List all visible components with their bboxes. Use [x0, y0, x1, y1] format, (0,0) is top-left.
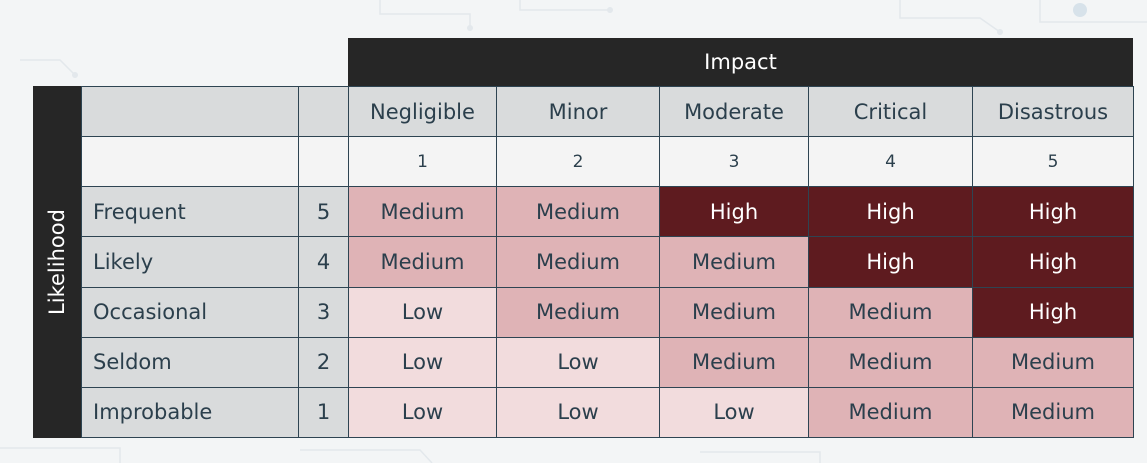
likelihood-score: 3 [298, 286, 349, 338]
impact-label-critical: Critical [808, 85, 973, 138]
likelihood-score: 4 [298, 236, 349, 288]
impact-label-row: Negligible Minor Moderate Critical Disas… [81, 85, 1134, 138]
risk-matrix-table: Negligible Minor Moderate Critical Disas… [81, 85, 1134, 439]
likelihood-row: Improbable 1 Low Low Low Medium Medium [81, 386, 1134, 439]
risk-cell: Low [496, 336, 660, 388]
risk-cell: High [972, 286, 1134, 338]
likelihood-score: 2 [298, 336, 349, 388]
risk-cell: High [972, 186, 1134, 238]
risk-cell: High [808, 236, 973, 288]
risk-cell: Medium [348, 236, 497, 288]
risk-cell: Low [348, 336, 497, 388]
likelihood-score: 5 [298, 186, 349, 238]
risk-cell: Medium [808, 386, 973, 439]
likelihood-header: Likelihood [33, 86, 81, 438]
risk-cell: Low [348, 286, 497, 338]
impact-label-disastrous: Disastrous [972, 85, 1134, 138]
likelihood-label: Seldom [81, 336, 299, 388]
impact-score-critical: 4 [808, 136, 973, 188]
risk-cell: High [808, 186, 973, 238]
risk-cell: Low [659, 386, 809, 439]
score-corner-score-cell [298, 136, 349, 188]
likelihood-label: Frequent [81, 186, 299, 238]
impact-score-row: 1 2 3 4 5 [81, 136, 1134, 188]
impact-header-label: Impact [704, 50, 777, 74]
risk-cell: Low [496, 386, 660, 439]
risk-matrix-body: Negligible Minor Moderate Critical Disas… [81, 85, 1134, 439]
likelihood-row: Likely 4 Medium Medium Medium High High [81, 236, 1134, 288]
impact-score-minor: 2 [496, 136, 660, 188]
likelihood-header-label: Likelihood [45, 209, 69, 315]
impact-header: Impact [348, 38, 1133, 86]
impact-label-minor: Minor [496, 85, 660, 138]
risk-cell: Medium [659, 336, 809, 388]
risk-cell: Medium [659, 286, 809, 338]
likelihood-row: Seldom 2 Low Low Medium Medium Medium [81, 336, 1134, 388]
risk-cell: Low [348, 386, 497, 439]
risk-cell: Medium [348, 186, 497, 238]
risk-cell: Medium [972, 386, 1134, 439]
impact-label-moderate: Moderate [659, 85, 809, 138]
corner-cell [81, 85, 299, 138]
likelihood-row: Frequent 5 Medium Medium High High High [81, 186, 1134, 238]
impact-score-negligible: 1 [348, 136, 497, 188]
impact-score-moderate: 3 [659, 136, 809, 188]
likelihood-label: Occasional [81, 286, 299, 338]
risk-cell: Medium [496, 236, 660, 288]
likelihood-label: Likely [81, 236, 299, 288]
score-corner-cell [81, 136, 299, 188]
impact-label-negligible: Negligible [348, 85, 497, 138]
risk-cell: Medium [808, 336, 973, 388]
impact-score-disastrous: 5 [972, 136, 1134, 188]
risk-cell: Medium [496, 186, 660, 238]
risk-cell: High [659, 186, 809, 238]
risk-cell: Medium [808, 286, 973, 338]
likelihood-label: Improbable [81, 386, 299, 439]
risk-cell: Medium [496, 286, 660, 338]
risk-cell: Medium [972, 336, 1134, 388]
risk-cell: High [972, 236, 1134, 288]
risk-cell: Medium [659, 236, 809, 288]
corner-score-cell [298, 85, 349, 138]
likelihood-row: Occasional 3 Low Medium Medium Medium High [81, 286, 1134, 338]
likelihood-score: 1 [298, 386, 349, 439]
